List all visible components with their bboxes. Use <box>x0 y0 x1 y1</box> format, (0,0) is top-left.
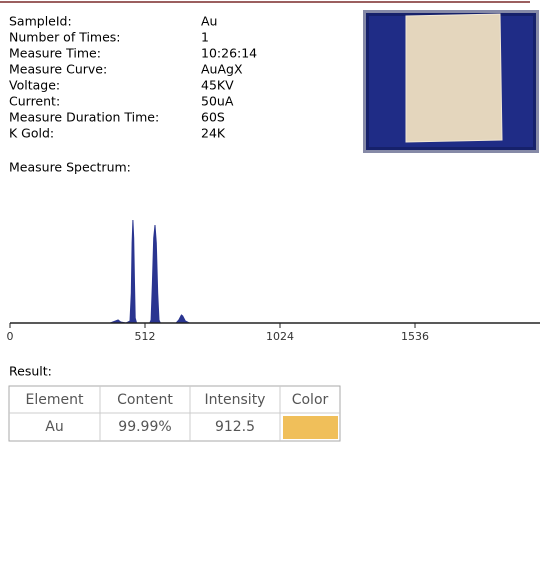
info-value: 50uA <box>201 94 234 109</box>
info-value: 45KV <box>201 78 234 93</box>
info-label: Measure Time: <box>9 46 101 61</box>
info-value: 10:26:14 <box>201 46 257 61</box>
info-value: Au <box>201 14 217 29</box>
table-header: Color <box>292 392 329 408</box>
info-value: AuAgX <box>201 62 243 77</box>
table-cell: 912.5 <box>215 419 255 435</box>
info-label: K Gold: <box>9 126 54 141</box>
table-cell: Au <box>45 419 63 435</box>
x-tick-label: 512 <box>135 330 156 343</box>
color-swatch <box>283 416 338 439</box>
table-header: Content <box>117 392 173 408</box>
info-label: SampleId: <box>9 14 72 29</box>
info-label: Current: <box>9 94 60 109</box>
x-tick-label: 1024 <box>266 330 294 343</box>
info-label: Measure Curve: <box>9 62 107 77</box>
info-value: 24K <box>201 126 226 141</box>
spectrum-label: Measure Spectrum: <box>9 160 131 175</box>
spectrum-area <box>10 219 540 324</box>
info-value: 60S <box>201 110 225 125</box>
info-label: Voltage: <box>9 78 60 93</box>
table-cell: 99.99% <box>118 419 171 435</box>
info-label: Number of Times: <box>9 30 121 45</box>
table-header: Intensity <box>205 392 266 408</box>
table-header: Element <box>26 392 84 408</box>
result-label: Result: <box>9 364 52 379</box>
x-tick-label: 1536 <box>401 330 429 343</box>
result-table <box>8 385 341 442</box>
info-value: 1 <box>201 30 209 45</box>
sample-photo <box>363 10 539 153</box>
info-label: Measure Duration Time: <box>9 110 159 125</box>
x-tick-label: 0 <box>7 330 14 343</box>
